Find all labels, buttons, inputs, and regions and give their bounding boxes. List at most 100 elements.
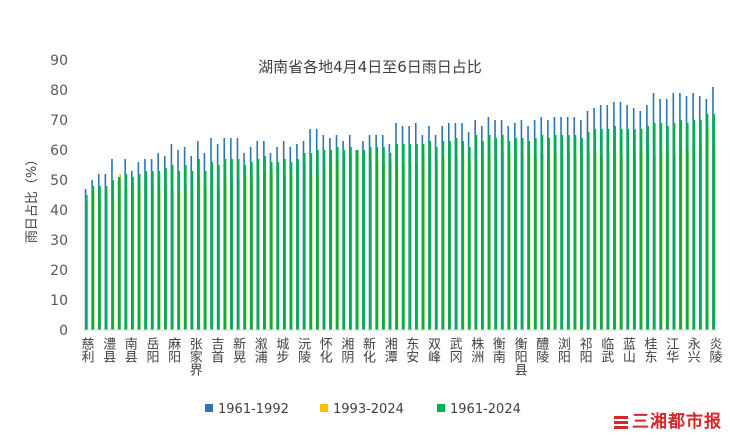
y-tick-label: 90 [50,53,68,69]
y-tick-label: 80 [50,83,68,99]
bar-series-3 [368,147,372,330]
y-tick-label: 60 [50,143,68,159]
bar-series-3 [131,177,134,330]
bar-series-3 [111,180,115,330]
x-tick-label: 怀化 [317,337,333,364]
bar-series-3 [474,135,478,330]
bar-series-3 [586,132,590,330]
bar-series-3 [276,162,280,330]
bar-series-3 [435,147,438,330]
legend-label: 1961-2024 [450,402,521,417]
x-axis: 慈利 澧县 南县 岳阳 麻阳 张家界 吉首 新晃 溆浦 城步 沅陵 怀化 湘阴 新化 湘潭 东安 双峰 武冈 株洲衡… [79,336,723,377]
bar-series-3 [236,159,240,330]
bar-series-3 [580,138,583,330]
bar-series-3 [289,162,293,330]
x-tick-label: 武冈 [447,337,463,364]
bar-series-3 [329,150,332,330]
bar-series-3 [217,165,220,330]
bar-series-3 [461,141,465,330]
bar-series-3 [190,171,194,330]
x-tick-label: 江华 [663,337,679,363]
bar-series-3 [547,138,550,330]
logo-mark [614,414,628,431]
bar-series-3 [421,144,425,330]
x-tick-label: 永兴 [685,337,701,363]
legend-swatch [437,404,445,412]
bar-series-3 [309,153,313,330]
y-tick-label: 20 [50,263,68,279]
bar-series-3 [415,144,418,330]
plot-area [84,87,716,330]
bar-series-3 [666,126,669,330]
bar-series-3 [382,147,385,330]
bar-series-3 [296,159,299,330]
bar-series-3 [712,114,715,330]
x-tick-label: 岳阳 [144,337,160,363]
bar-series-3 [375,147,379,330]
bar-series-3 [441,141,445,330]
bar-series-3 [520,138,524,330]
bar-series-3 [454,138,458,330]
bar-series-3 [468,147,471,330]
bar-series-3 [501,135,504,330]
bar-series-3 [104,186,108,330]
x-tick-label: 新化 [360,336,376,364]
legend-label: 1993-2024 [333,402,404,417]
y-tick-label: 30 [50,233,68,249]
bar-series-3 [514,138,517,330]
bar-series-3 [613,126,616,330]
bar-series-3 [177,171,181,330]
bar-series-3 [527,141,531,330]
bar-series-3 [487,135,491,330]
chart-title: 湖南省各地4月4日至6日雨日占比 [258,58,482,76]
bar-series-3 [230,159,233,330]
x-tick-label: 祁阳 [577,337,593,363]
bar-series-3 [685,123,689,330]
bar-series-3 [672,123,676,330]
x-tick-label: 衡南 [490,337,506,363]
bar-series-3 [567,135,570,330]
y-axis: 0 10 20 30 40 50 60 70 80 90 [50,53,68,339]
bar-series-3 [250,162,253,330]
bar-series-3 [137,174,141,330]
bar-series-3 [362,150,365,330]
bar-series-3 [256,159,260,330]
bar-series-3 [540,135,544,330]
y-tick-label: 70 [50,113,68,129]
bar-series-3 [302,153,306,330]
bar-series-3 [322,150,326,330]
x-tick-label: 东安 [403,337,419,363]
bar-series-3 [626,129,630,330]
bar-series-3 [646,126,649,330]
bar-series-3 [652,123,656,330]
y-tick-label: 50 [50,173,68,189]
legend: 1961-1992 1993-2024 1961-2024 [205,402,521,417]
x-tick-label: 沅陵 [295,337,311,363]
legend-swatch [320,404,328,412]
bar-series-3 [659,123,663,330]
bar-series-3 [388,153,392,330]
bar-series-3 [98,186,101,330]
bar-series-3 [395,144,398,330]
bar-series-3 [91,186,95,330]
x-tick-label: 衡阳县 [512,337,528,376]
x-tick-label: 麻阳 [165,337,181,363]
bar-series-3 [170,165,174,330]
bar-series-3 [124,174,128,330]
bar-series-3 [184,165,187,330]
bar-series-3 [534,138,537,330]
y-tick-label: 10 [50,293,68,309]
y-tick-label: 0 [59,323,68,339]
x-tick-label: 醴陵 [533,337,549,363]
bar-series-3 [151,171,154,330]
bar-series-3 [118,177,121,330]
bar-series-3 [408,144,412,330]
bar-series-3 [448,141,451,330]
x-tick-label: 双峰 [425,337,441,363]
bar-series-3 [349,147,352,330]
bar-series-3 [639,129,643,330]
bar-series-3 [283,159,286,330]
bar-series-3 [692,120,696,330]
x-tick-label: 湘潭 [382,337,398,363]
